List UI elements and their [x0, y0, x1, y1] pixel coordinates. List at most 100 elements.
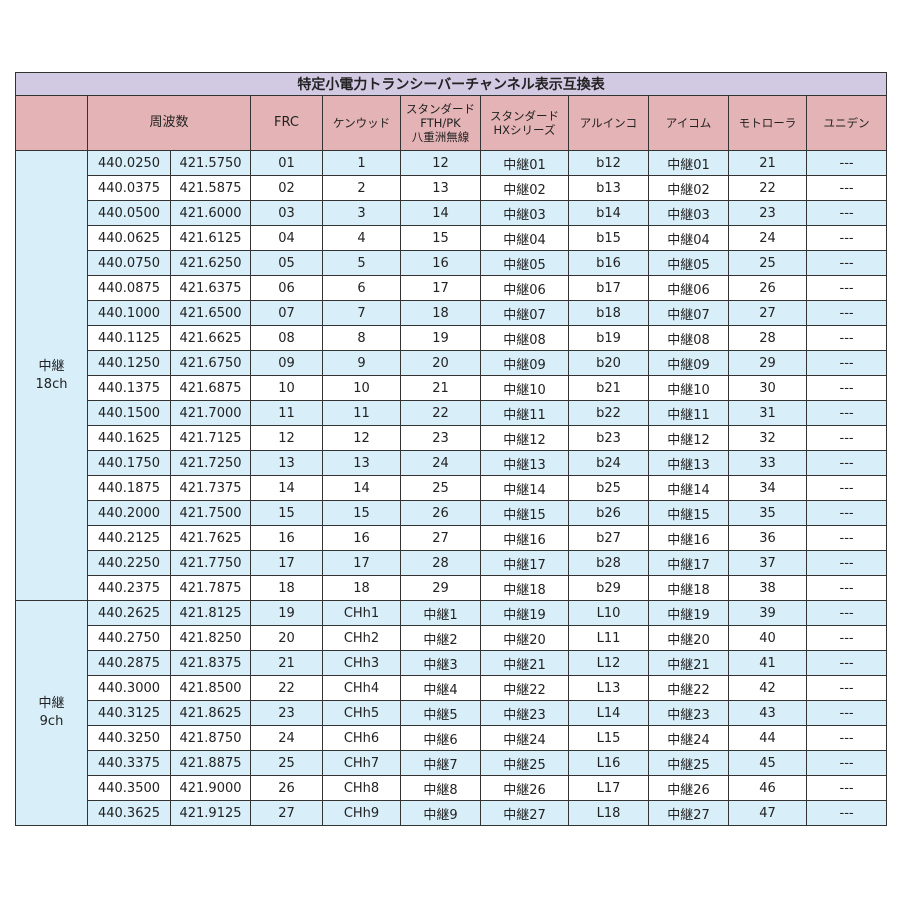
- table-cell: 14: [400, 200, 481, 226]
- table-cell: 38: [728, 575, 807, 601]
- table-cell: 40: [728, 625, 807, 651]
- table-cell: 中継01: [480, 150, 569, 176]
- table-cell: b13: [568, 175, 649, 201]
- table-cell: 中継20: [480, 625, 569, 651]
- table-row: 440.0875 421.6375 06 6 17 中継06 b17 中継06 26 ---: [16, 275, 888, 301]
- table-cell: 440.2875: [87, 650, 171, 676]
- table-cell: 中継10: [648, 375, 729, 401]
- table-cell: 中継8: [400, 775, 481, 801]
- table-cell: 36: [728, 525, 807, 551]
- table-cell: 421.7625: [170, 525, 251, 551]
- table-cell: 440.0250: [87, 150, 171, 176]
- table-row: 440.3125 421.8625 23 CHh5 中継5 中継23 L14 中継23 43 --…: [16, 700, 888, 726]
- table-row: 440.3625 421.9125 27 CHh9 中継9 中継27 L18 中継27 47 --…: [16, 800, 888, 826]
- table-cell: 24: [728, 225, 807, 251]
- table-cell: 43: [728, 700, 807, 726]
- table-cell: L16: [568, 750, 649, 776]
- table-cell: 06: [250, 275, 323, 301]
- table-cell: 05: [250, 250, 323, 276]
- table-cell: 中継9: [400, 800, 481, 826]
- table-cell: 421.6500: [170, 300, 251, 326]
- table-cell: 421.6625: [170, 325, 251, 351]
- table-cell: 03: [250, 200, 323, 226]
- table-cell: 中継26: [480, 775, 569, 801]
- table-cell: 28: [400, 550, 481, 576]
- table-cell: 421.6250: [170, 250, 251, 276]
- table-cell: 中継23: [648, 700, 729, 726]
- table-cell: 21: [250, 650, 323, 676]
- table-cell: 421.6750: [170, 350, 251, 376]
- group-label: 中継 18ch: [15, 150, 88, 601]
- table-cell: 440.1125: [87, 325, 171, 351]
- header-motorola: モトローラ: [728, 95, 807, 151]
- table-cell: L15: [568, 725, 649, 751]
- table-row: 中継 18ch 440.0250 421.5750 01 1 12 中継01 b12 中継01 21…: [15, 150, 888, 601]
- table-cell: ---: [805, 725, 888, 751]
- table-cell: 13: [400, 175, 481, 201]
- table-cell: 10: [250, 375, 323, 401]
- table-row: 中継 9ch 440.2625 421.8125 19 CHh1 中継1 中継19 L10 中継1…: [15, 600, 888, 826]
- table-row: 440.1500 421.7000 11 11 22 中継11 b22 中継11 31 ---: [16, 400, 888, 426]
- table-cell: 421.7125: [170, 425, 251, 451]
- table-cell: 19: [400, 325, 481, 351]
- header-icom: アイコム: [648, 95, 729, 151]
- table-cell: 中継20: [648, 625, 729, 651]
- table-cell: 中継05: [648, 250, 729, 276]
- channel-compat-table: 特定小電力トランシーバーチャンネル表示互換表 周波数 FRC ケンウッド スタン…: [14, 72, 888, 826]
- table-cell: ---: [805, 225, 888, 251]
- table-cell: 中継19: [648, 600, 729, 626]
- table-cell: ---: [805, 500, 888, 526]
- table-cell: ---: [805, 200, 888, 226]
- table-cell: 中継13: [480, 450, 569, 476]
- table-cell: 440.3125: [87, 700, 171, 726]
- table-cell: 440.3625: [87, 800, 171, 826]
- table-cell: b19: [568, 325, 649, 351]
- table-cell: 440.0875: [87, 275, 171, 301]
- table-row: 440.2125 421.7625 16 16 27 中継16 b27 中継16 36 ---: [16, 525, 888, 551]
- table-row: 440.2250 421.7750 17 17 28 中継17 b28 中継17 37 ---: [16, 550, 888, 576]
- table-cell: 421.6875: [170, 375, 251, 401]
- table-cell: 中継02: [648, 175, 729, 201]
- table-cell: L14: [568, 700, 649, 726]
- table-cell: 440.3375: [87, 750, 171, 776]
- table-cell: ---: [805, 350, 888, 376]
- table-cell: 04: [250, 225, 323, 251]
- table-cell: b27: [568, 525, 649, 551]
- header-line: スタンダード: [406, 102, 475, 116]
- table-cell: 中継26: [648, 775, 729, 801]
- table-cell: 5: [322, 250, 401, 276]
- table-row: 440.0375 421.5875 02 2 13 中継02 b13 中継02 22 ---: [16, 175, 888, 201]
- table-cell: ---: [805, 375, 888, 401]
- table-cell: 24: [400, 450, 481, 476]
- table-cell: 35: [728, 500, 807, 526]
- table-cell: 中継11: [480, 400, 569, 426]
- table-cell: 44: [728, 725, 807, 751]
- table-cell: 中継18: [480, 575, 569, 601]
- table-cell: CHh9: [322, 800, 401, 826]
- table-cell: CHh7: [322, 750, 401, 776]
- table-cell: CHh5: [322, 700, 401, 726]
- table-cell: 440.0375: [87, 175, 171, 201]
- table-cell: 440.1000: [87, 300, 171, 326]
- table-cell: 30: [728, 375, 807, 401]
- table-cell: 440.2375: [87, 575, 171, 601]
- table-cell: 中継25: [480, 750, 569, 776]
- table-cell: b18: [568, 300, 649, 326]
- table-row: 440.0500 421.6000 03 3 14 中継03 b14 中継03 23 ---: [16, 200, 888, 226]
- table-cell: 440.0500: [87, 200, 171, 226]
- table-cell: 中継16: [648, 525, 729, 551]
- table-cell: 440.3250: [87, 725, 171, 751]
- table-cell: 中継7: [400, 750, 481, 776]
- table-cell: CHh4: [322, 675, 401, 701]
- table-cell: 4: [322, 225, 401, 251]
- header-standard-fth: スタンダード FTH/PK 八重洲無線: [400, 95, 481, 151]
- table-cell: 中継03: [648, 200, 729, 226]
- header-frc: FRC: [250, 95, 323, 151]
- table-cell: ---: [805, 250, 888, 276]
- table-cell: L12: [568, 650, 649, 676]
- table-row: 440.0625 421.6125 04 4 15 中継04 b15 中継04 24 ---: [16, 225, 888, 251]
- table-row: 440.2750 421.8250 20 CHh2 中継2 中継20 L11 中継20 40 --…: [16, 625, 888, 651]
- table-cell: 中継17: [648, 550, 729, 576]
- table-cell: 中継24: [648, 725, 729, 751]
- table-cell: ---: [805, 525, 888, 551]
